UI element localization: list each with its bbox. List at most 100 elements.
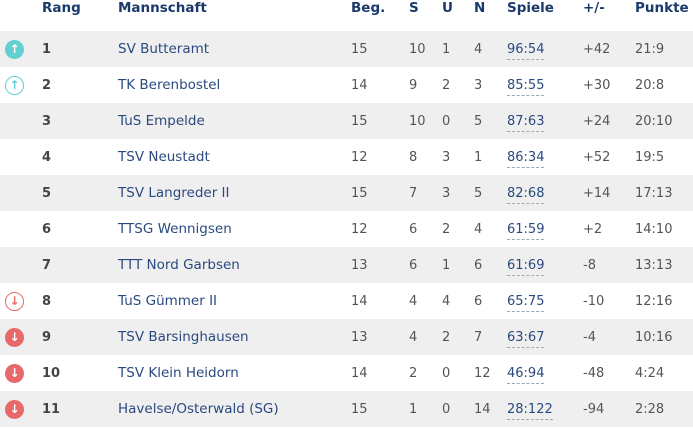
table-row: 3 TuS Empelde 15 10 0 5 87:63 +24 20:10 (0, 103, 693, 139)
header-punkte[interactable]: Punkte (635, 0, 689, 16)
team-name[interactable]: Havelse/Osterwald (SG) (118, 391, 351, 427)
spiele-link[interactable]: 65:75 (507, 293, 545, 312)
arrow-up-filled-icon: ↑ (5, 39, 24, 59)
team-name[interactable]: TuS Empelde (118, 103, 351, 139)
losses: 4 (474, 221, 483, 237)
rank: 11 (32, 391, 118, 427)
wins: 6 (409, 221, 418, 237)
team-name[interactable]: TTSG Wennigsen (118, 221, 232, 237)
games: 15 (351, 391, 409, 427)
difference: +24 (583, 103, 635, 139)
header-u[interactable]: U (442, 0, 453, 16)
team-name[interactable]: TK Berenbostel (118, 77, 221, 93)
draws: 1 (442, 31, 474, 67)
header-team[interactable]: Mannschaft (118, 0, 207, 16)
status-cell: ↓ (0, 355, 32, 391)
rank: 9 (32, 319, 118, 355)
spiele-cell: 87:63 (507, 103, 583, 139)
difference: -8 (583, 247, 635, 283)
spiele-link[interactable]: 61:69 (507, 257, 545, 276)
draws: 2 (442, 319, 474, 355)
games: 15 (351, 31, 409, 67)
difference: -10 (583, 293, 605, 309)
spiele-link[interactable]: 85:55 (507, 77, 545, 96)
team-name[interactable]: TSV Neustadt (118, 149, 210, 165)
spiele-cell: 96:54 (507, 31, 583, 67)
points: 20:8 (635, 77, 665, 93)
spiele-link[interactable]: 86:34 (507, 149, 545, 168)
points: 17:13 (635, 175, 693, 211)
header-diff[interactable]: +/- (583, 0, 605, 16)
wins: 8 (409, 149, 418, 165)
rank: 3 (32, 103, 118, 139)
losses: 1 (474, 149, 483, 165)
team-name[interactable]: TTT Nord Garbsen (118, 247, 351, 283)
spiele-link[interactable]: 61:59 (507, 221, 545, 240)
points: 12:16 (635, 293, 673, 309)
losses: 6 (474, 293, 483, 309)
header-n[interactable]: N (474, 0, 486, 16)
table-row: ↓ 11 Havelse/Osterwald (SG) 15 1 0 14 28… (0, 391, 693, 427)
losses: 14 (474, 391, 507, 427)
team-name[interactable]: SV Butteramt (118, 31, 351, 67)
spiele-link[interactable]: 96:54 (507, 41, 545, 60)
difference: +2 (583, 221, 603, 237)
difference: +52 (583, 149, 611, 165)
wins: 6 (409, 247, 442, 283)
status-cell: ↓ (0, 319, 32, 355)
status-cell: ↓ (0, 391, 32, 427)
draws: 0 (442, 365, 451, 381)
spiele-cell: 82:68 (507, 175, 583, 211)
team-name[interactable]: TuS Gümmer II (118, 293, 218, 309)
losses: 6 (474, 247, 507, 283)
table-row: ↑ 2 TK Berenbostel 14 9 2 3 85:55 +30 20… (0, 67, 693, 103)
team-name[interactable]: TSV Langreder II (118, 175, 351, 211)
draws: 0 (442, 103, 474, 139)
spiele-link[interactable]: 82:68 (507, 185, 545, 204)
spiele-link[interactable]: 28:122 (507, 401, 553, 420)
draws: 2 (442, 221, 451, 237)
difference: -48 (583, 365, 605, 381)
header-rang[interactable]: Rang (42, 0, 81, 16)
status-cell: ↓ (0, 283, 32, 319)
games: 13 (351, 319, 409, 355)
header-spiele[interactable]: Spiele (507, 0, 554, 16)
draws: 3 (442, 149, 451, 165)
spiele-link[interactable]: 63:67 (507, 329, 545, 348)
spiele-link[interactable]: 87:63 (507, 113, 545, 132)
header-s[interactable]: S (409, 0, 419, 16)
team-name[interactable]: TSV Barsinghausen (118, 319, 351, 355)
table-row: 5 TSV Langreder II 15 7 3 5 82:68 +14 17… (0, 175, 693, 211)
games: 15 (351, 103, 409, 139)
status-cell: ↑ (0, 31, 32, 67)
spiele-link[interactable]: 46:94 (507, 365, 545, 384)
wins: 4 (409, 319, 442, 355)
losses: 12 (474, 365, 491, 381)
table-row: ↓ 10 TSV Klein Heidorn 14 2 0 12 46:94 -… (0, 355, 693, 391)
losses: 7 (474, 319, 507, 355)
points: 19:5 (635, 149, 665, 165)
difference: +30 (583, 77, 611, 93)
spiele-cell: 65:75 (507, 283, 583, 319)
wins: 10 (409, 103, 442, 139)
spiele-cell: 86:34 (507, 139, 583, 175)
team-name[interactable]: TSV Klein Heidorn (118, 365, 239, 381)
draws: 4 (442, 293, 451, 309)
draws: 1 (442, 247, 474, 283)
draws: 2 (442, 77, 451, 93)
table-row: ↓ 8 TuS Gümmer II 14 4 4 6 65:75 -10 12:… (0, 283, 693, 319)
difference: -4 (583, 319, 635, 355)
arrow-up-outline-icon: ↑ (5, 75, 24, 95)
points: 13:13 (635, 247, 693, 283)
spiele-cell: 46:94 (507, 355, 583, 391)
rank: 7 (32, 247, 118, 283)
points: 21:9 (635, 31, 693, 67)
arrow-down-filled-icon: ↓ (5, 363, 24, 383)
wins: 4 (409, 293, 418, 309)
spiele-cell: 61:59 (507, 211, 583, 247)
wins: 9 (409, 77, 418, 93)
status-cell (0, 175, 32, 211)
header-beg[interactable]: Beg. (351, 0, 386, 16)
header-icon (0, 0, 32, 31)
